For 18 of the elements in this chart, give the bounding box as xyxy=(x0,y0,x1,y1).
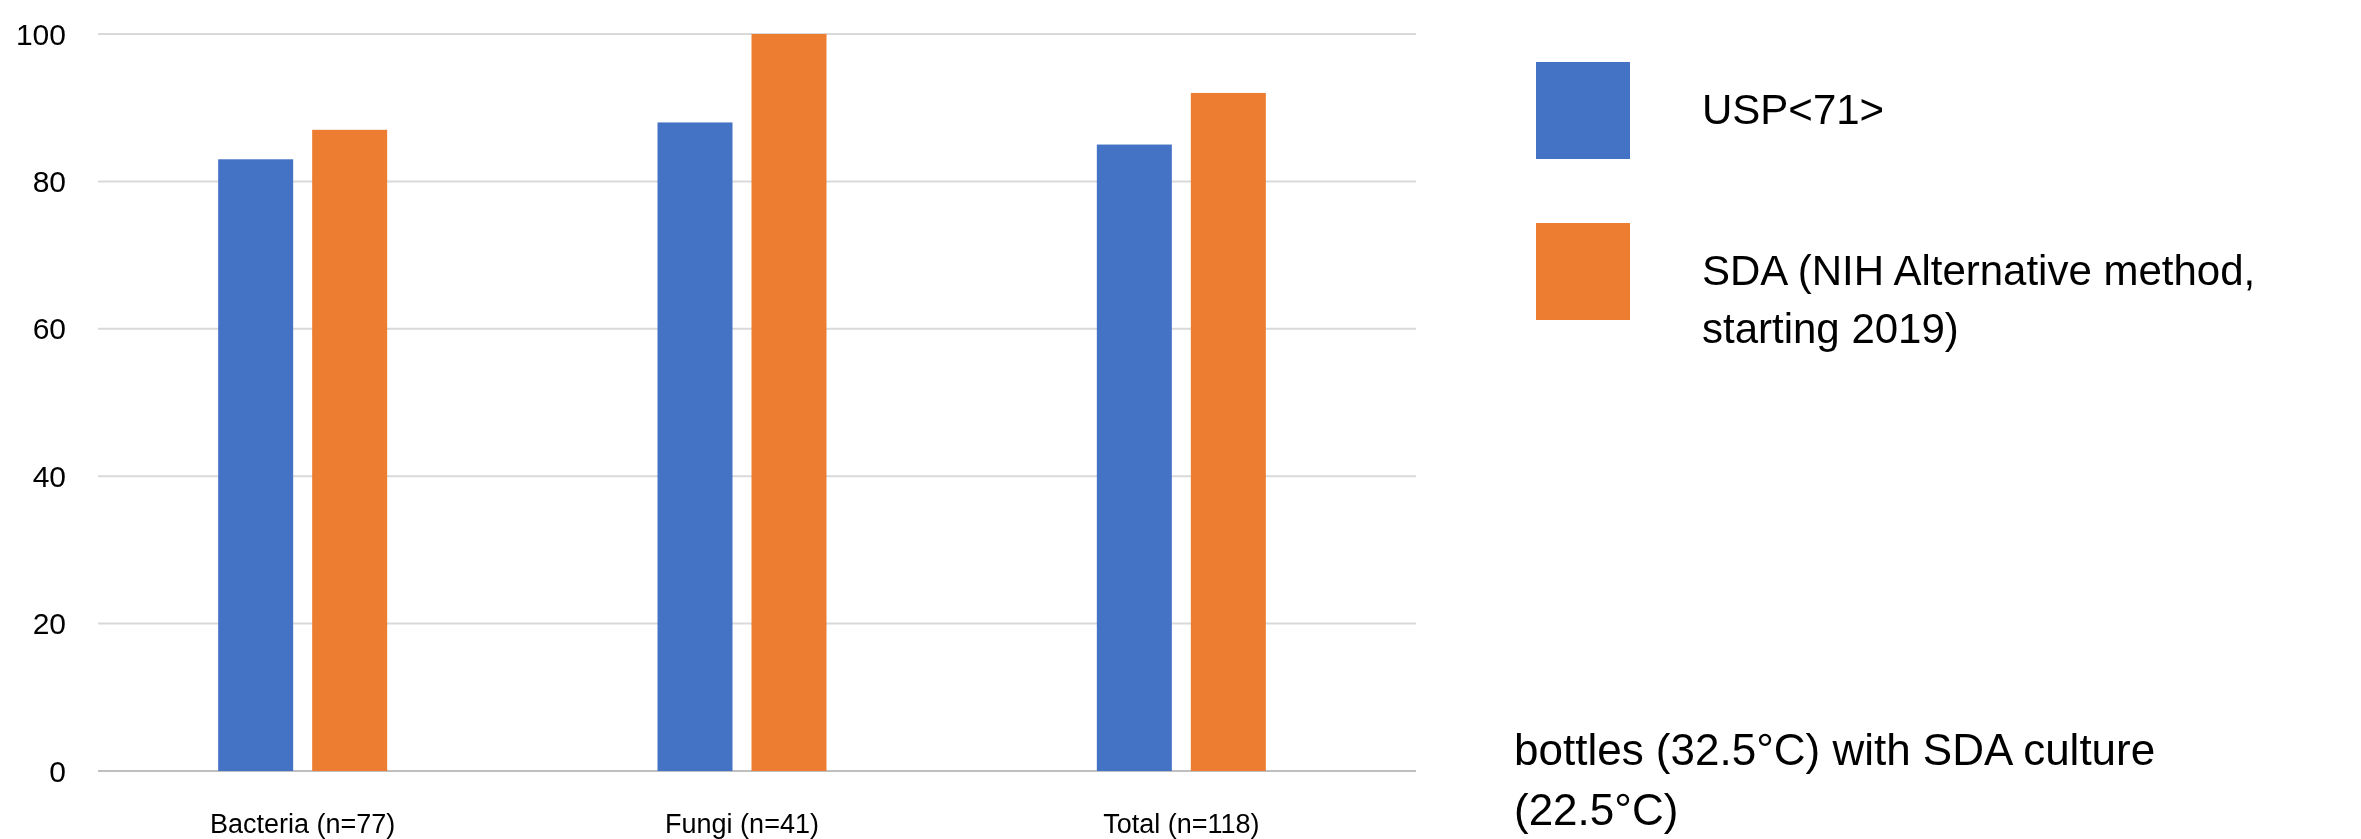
x-tick-label: Fungi (n=41) xyxy=(665,809,819,839)
y-tick-label: 0 xyxy=(49,754,66,788)
bar xyxy=(751,34,827,771)
text: bottles (32.5°C) with SDA culture (22.5°C) xyxy=(1514,725,2156,834)
y-tick-label: 20 xyxy=(32,607,66,641)
bar xyxy=(657,122,733,771)
legend-label: SDA (NIH Alternative method, starting 2019) xyxy=(1702,247,2256,352)
y-tick-label: 100 xyxy=(15,17,66,51)
y-tick-label: 40 xyxy=(32,459,66,493)
y-tick-label: 60 xyxy=(32,312,66,346)
x-tick-label: Bacteria (n=77) xyxy=(209,809,396,839)
legend-label: USP<71> xyxy=(1702,86,1885,133)
bar xyxy=(218,159,294,771)
x-tick-label: Total (n=118) xyxy=(1103,809,1260,839)
bar xyxy=(312,129,388,771)
y-tick-label: 80 xyxy=(32,164,66,198)
bar xyxy=(1096,144,1172,771)
bar xyxy=(1190,92,1266,771)
